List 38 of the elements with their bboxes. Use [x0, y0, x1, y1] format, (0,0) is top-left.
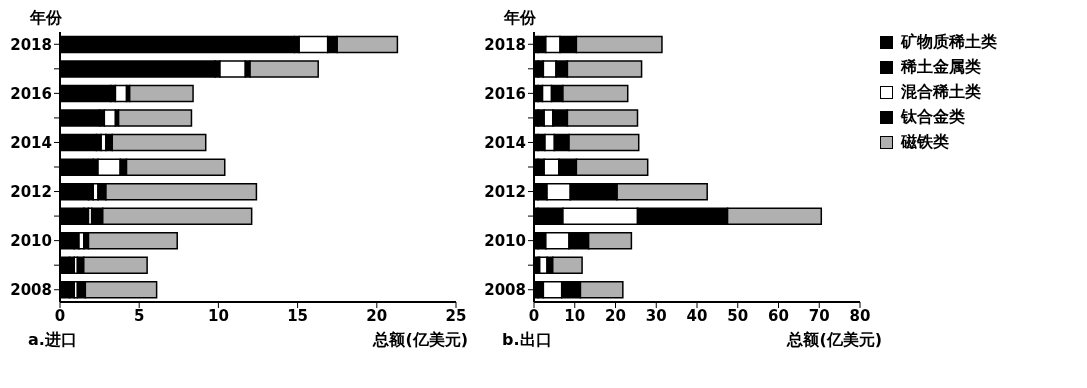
y-tick-label: 2008	[484, 281, 526, 300]
x-axis-title: 总额(亿美元)	[787, 330, 882, 351]
y-tick-label: 2012	[10, 182, 52, 201]
y-axis-title: 年份	[503, 8, 537, 28]
x-tick-label: 80	[849, 306, 871, 325]
x-tick-label: 10	[207, 306, 229, 325]
x-tick-label: 5	[133, 306, 145, 325]
x-tick-label: 60	[768, 306, 789, 325]
x-tick-label: 0	[528, 306, 540, 325]
legend-label: 矿物质稀土类	[901, 32, 997, 53]
legend-label: 混合稀土类	[901, 82, 981, 103]
x-tick-label: 10	[564, 306, 586, 325]
y-tick-label: 2018	[10, 35, 52, 54]
y-tick-label: 2010	[484, 231, 526, 250]
legend-label: 稀土金属类	[901, 57, 981, 78]
legend-label: 磁铁类	[901, 132, 949, 153]
x-axis-title: 总额(亿美元)	[373, 330, 468, 351]
x-tick-label: 15	[287, 306, 309, 325]
x-tick-label: 20	[366, 306, 388, 325]
y-tick-label: 2016	[484, 84, 526, 103]
x-tick-label: 20	[605, 306, 626, 325]
y-tick-label: 2010	[10, 231, 52, 250]
y-tick-label: 2008	[10, 281, 52, 300]
text: a.进口	[27, 330, 77, 351]
y-tick-label: 2018	[484, 35, 526, 54]
y-tick-label: 2012	[484, 182, 526, 201]
x-tick-label: 30	[645, 306, 667, 325]
x-tick-label: 40	[686, 306, 708, 325]
text: b.出口	[501, 330, 552, 351]
x-tick-label: 70	[808, 306, 830, 325]
y-axis-title: 年份	[29, 8, 63, 28]
x-tick-label: 50	[727, 306, 749, 325]
y-tick-label: 2014	[484, 133, 526, 152]
x-tick-label: 0	[54, 306, 66, 325]
y-tick-label: 2014	[10, 133, 52, 152]
y-tick-label: 2016	[10, 84, 52, 103]
x-tick-label: 25	[445, 306, 467, 325]
legend-label: 钛合金类	[901, 107, 965, 128]
